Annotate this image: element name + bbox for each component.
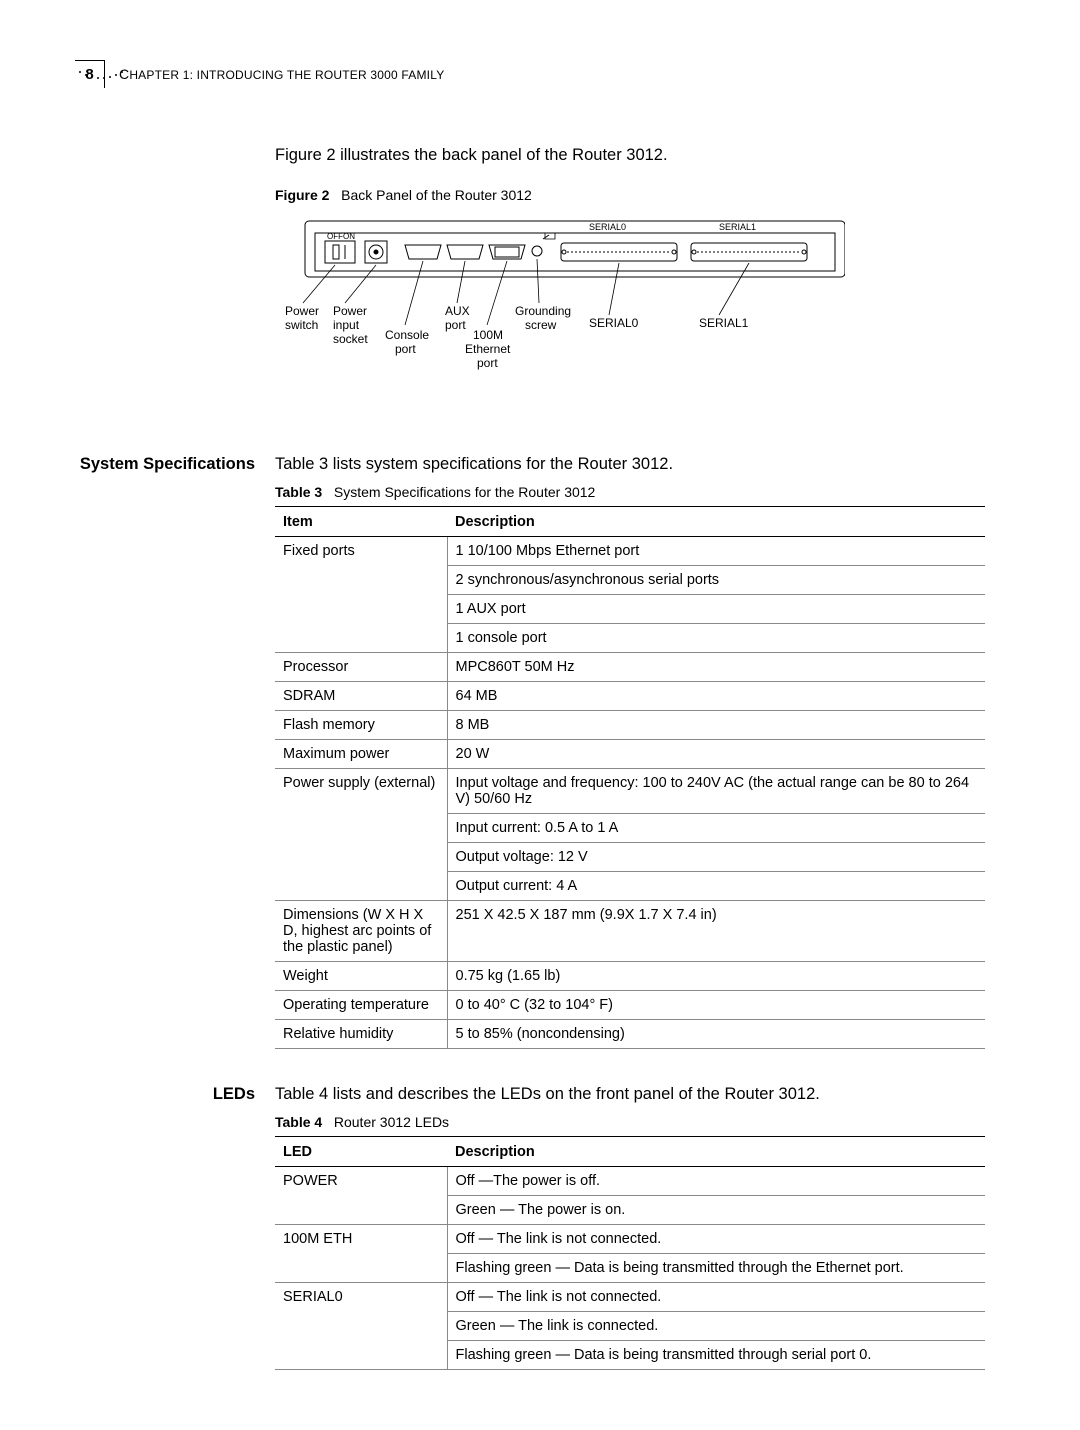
table-row: Operating temperature0 to 40° C (32 to 1… — [275, 991, 985, 1020]
table-cell-item: Maximum power — [275, 740, 447, 769]
table-row: Fixed ports1 10/100 Mbps Ethernet port — [275, 537, 985, 566]
table-cell-item: SDRAM — [275, 682, 447, 711]
system-spec-heading: System Specifications — [75, 455, 275, 474]
table-cell-item: Power supply (external) — [275, 769, 447, 901]
svg-text:Ethernet: Ethernet — [465, 342, 511, 356]
table-row: SERIAL0Off — The link is not connected. — [275, 1283, 985, 1312]
figure2-caption: Figure 2 Back Panel of the Router 3012 — [275, 187, 985, 203]
figure2-intro-text: Figure 2 illustrates the back panel of t… — [275, 146, 985, 165]
table3-caption: Table 3 System Specifications for the Ro… — [275, 484, 985, 500]
chapter-title: CHAPTER 1: INTRODUCING THE ROUTER 3000 F… — [119, 66, 444, 82]
t3-col-desc: Description — [447, 507, 985, 537]
svg-text:Power: Power — [285, 304, 319, 318]
table-cell-desc: Flashing green — Data is being transmitt… — [447, 1341, 985, 1370]
table-cell-desc: 20 W — [447, 740, 985, 769]
figure-callouts: Power switch Power input socket Console … — [285, 304, 749, 370]
svg-text:SERIAL1: SERIAL1 — [699, 316, 749, 330]
svg-text:SERIAL0: SERIAL0 — [589, 316, 639, 330]
table-cell-item: Dimensions (W X H X D, highest arc point… — [275, 901, 447, 962]
table-row: 100M ETHOff — The link is not connected. — [275, 1225, 985, 1254]
svg-text:switch: switch — [285, 318, 318, 332]
svg-text:AUX: AUX — [445, 304, 470, 318]
table-cell-desc: Input voltage and frequency: 100 to 240V… — [447, 769, 985, 814]
table-cell-desc: 0 to 40° C (32 to 104° F) — [447, 991, 985, 1020]
table-cell-desc: 0.75 kg (1.65 lb) — [447, 962, 985, 991]
svg-text:port: port — [445, 318, 466, 332]
table-cell-desc: 1 console port — [447, 624, 985, 653]
svg-text:port: port — [395, 342, 416, 356]
table-cell-item: POWER — [275, 1167, 447, 1225]
fig-label-off: OFF — [327, 232, 343, 241]
figure2-diagram: SERIAL0 SERIAL1 OFF ON Power s — [285, 215, 985, 415]
table-cell-item: Processor — [275, 653, 447, 682]
table-cell-desc: 1 AUX port — [447, 595, 985, 624]
decorative-dots-icon — [78, 70, 128, 86]
table-row: Relative humidity5 to 85% (noncondensing… — [275, 1020, 985, 1049]
table-cell-desc: 5 to 85% (noncondensing) — [447, 1020, 985, 1049]
table-row: ProcessorMPC860T 50M Hz — [275, 653, 985, 682]
table-cell-item: Operating temperature — [275, 991, 447, 1020]
table-cell-item: Weight — [275, 962, 447, 991]
fig-label-serial1-top: SERIAL1 — [719, 222, 756, 232]
svg-text:screw: screw — [525, 318, 557, 332]
table-cell-item: Relative humidity — [275, 1020, 447, 1049]
system-spec-table: Item Description Fixed ports1 10/100 Mbp… — [275, 506, 985, 1049]
table4-caption: Table 4 Router 3012 LEDs — [275, 1114, 985, 1130]
svg-text:Grounding: Grounding — [515, 304, 571, 318]
table-cell-item: 100M ETH — [275, 1225, 447, 1283]
table-cell-desc: 2 synchronous/asynchronous serial ports — [447, 566, 985, 595]
t4-col-led: LED — [275, 1137, 447, 1167]
table-cell-desc: Output current: 4 A — [447, 872, 985, 901]
svg-text:socket: socket — [333, 332, 368, 346]
svg-text:Console: Console — [385, 328, 429, 342]
table-row: Flash memory8 MB — [275, 711, 985, 740]
table-cell-desc: 1 10/100 Mbps Ethernet port — [447, 537, 985, 566]
table-row: POWEROff —The power is off. — [275, 1167, 985, 1196]
table-row: Power supply (external)Input voltage and… — [275, 769, 985, 814]
leds-heading: LEDs — [75, 1085, 275, 1104]
table-cell-desc: Green — The power is on. — [447, 1196, 985, 1225]
table-row: SDRAM64 MB — [275, 682, 985, 711]
svg-text:100M: 100M — [473, 328, 503, 342]
table-row: Dimensions (W X H X D, highest arc point… — [275, 901, 985, 962]
table-cell-desc: Flashing green — Data is being transmitt… — [447, 1254, 985, 1283]
table-cell-desc: Input current: 0.5 A to 1 A — [447, 814, 985, 843]
table-cell-item: SERIAL0 — [275, 1283, 447, 1370]
table-cell-desc: Off — The link is not connected. — [447, 1225, 985, 1254]
table-cell-item: Fixed ports — [275, 537, 447, 653]
t3-col-item: Item — [275, 507, 447, 537]
leds-intro: Table 4 lists and describes the LEDs on … — [275, 1085, 820, 1104]
fig-label-on: ON — [343, 232, 355, 241]
table-cell-desc: Off — The link is not connected. — [447, 1283, 985, 1312]
svg-text:port: port — [477, 356, 498, 370]
table-cell-desc: Output voltage: 12 V — [447, 843, 985, 872]
t4-col-desc: Description — [447, 1137, 985, 1167]
table-cell-item: Flash memory — [275, 711, 447, 740]
system-spec-intro: Table 3 lists system specifications for … — [275, 455, 673, 474]
table-row: Maximum power20 W — [275, 740, 985, 769]
table-cell-desc: 8 MB — [447, 711, 985, 740]
leds-table: LED Description POWEROff —The power is o… — [275, 1136, 985, 1370]
table-cell-desc: 64 MB — [447, 682, 985, 711]
table-cell-desc: 251 X 42.5 X 187 mm (9.9X 1.7 X 7.4 in) — [447, 901, 985, 962]
svg-text:Power: Power — [333, 304, 367, 318]
table-cell-desc: MPC860T 50M Hz — [447, 653, 985, 682]
table-cell-desc: Off —The power is off. — [447, 1167, 985, 1196]
table-cell-desc: Green — The link is connected. — [447, 1312, 985, 1341]
svg-text:input: input — [333, 318, 360, 332]
table-row: Weight0.75 kg (1.65 lb) — [275, 962, 985, 991]
fig-label-serial0-top: SERIAL0 — [589, 222, 626, 232]
